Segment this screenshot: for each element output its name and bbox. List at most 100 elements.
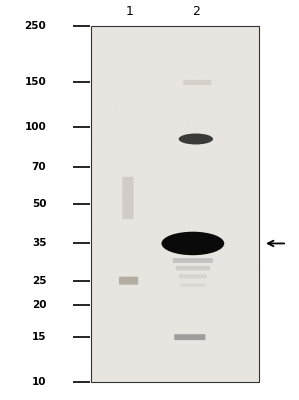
Bar bbox=[184, 135, 186, 136]
Bar bbox=[210, 100, 212, 101]
Bar bbox=[146, 45, 147, 46]
Bar bbox=[139, 82, 141, 83]
Bar bbox=[133, 122, 135, 123]
Bar bbox=[245, 77, 247, 78]
Bar bbox=[229, 343, 231, 344]
Bar bbox=[96, 158, 98, 159]
Bar bbox=[225, 228, 227, 229]
Bar bbox=[110, 354, 112, 355]
Bar bbox=[132, 96, 134, 97]
Bar bbox=[113, 30, 115, 31]
Bar bbox=[156, 360, 158, 361]
Bar bbox=[180, 148, 182, 149]
Bar bbox=[136, 143, 138, 144]
Bar bbox=[183, 299, 185, 300]
Bar bbox=[135, 43, 137, 44]
Bar bbox=[168, 191, 170, 192]
FancyBboxPatch shape bbox=[119, 277, 138, 285]
Bar bbox=[122, 243, 124, 244]
Bar bbox=[140, 213, 141, 214]
Bar bbox=[241, 161, 242, 162]
Ellipse shape bbox=[179, 134, 213, 144]
Bar bbox=[129, 252, 131, 253]
Bar bbox=[248, 285, 250, 286]
Bar bbox=[245, 272, 247, 273]
Bar bbox=[173, 211, 174, 212]
Bar bbox=[94, 141, 96, 142]
Bar bbox=[99, 199, 100, 200]
Bar bbox=[227, 331, 229, 332]
Bar bbox=[100, 176, 102, 177]
Bar bbox=[212, 50, 214, 51]
Bar bbox=[256, 360, 257, 361]
Text: 100: 100 bbox=[25, 122, 46, 132]
Bar bbox=[97, 201, 98, 202]
Bar bbox=[253, 272, 255, 273]
FancyBboxPatch shape bbox=[176, 266, 210, 270]
Bar bbox=[182, 310, 184, 311]
Bar bbox=[171, 250, 173, 251]
Bar bbox=[132, 326, 134, 327]
Bar bbox=[132, 65, 134, 66]
Bar bbox=[245, 108, 247, 109]
Bar bbox=[154, 166, 156, 167]
Bar bbox=[202, 288, 204, 289]
Bar bbox=[141, 108, 143, 109]
Bar bbox=[96, 143, 97, 144]
Bar bbox=[204, 110, 205, 111]
Bar bbox=[101, 321, 103, 322]
Bar bbox=[248, 297, 249, 298]
Bar bbox=[242, 233, 243, 234]
Bar bbox=[220, 237, 222, 238]
Bar bbox=[91, 26, 259, 382]
Bar bbox=[232, 377, 234, 378]
Bar bbox=[230, 299, 231, 300]
Bar bbox=[251, 282, 253, 283]
Bar bbox=[187, 57, 189, 58]
Bar bbox=[204, 161, 206, 162]
Bar bbox=[150, 219, 152, 220]
Bar bbox=[139, 221, 141, 222]
Bar bbox=[122, 111, 124, 112]
Bar bbox=[144, 199, 146, 200]
Bar bbox=[108, 186, 109, 187]
Bar bbox=[118, 259, 119, 260]
Bar bbox=[163, 156, 165, 157]
Bar bbox=[190, 258, 192, 259]
Bar bbox=[121, 365, 123, 366]
Bar bbox=[100, 142, 102, 143]
Bar bbox=[141, 334, 142, 335]
Bar bbox=[200, 285, 202, 286]
Bar bbox=[228, 71, 230, 72]
Bar bbox=[151, 40, 152, 41]
Bar bbox=[104, 375, 106, 376]
Bar bbox=[117, 287, 119, 288]
Bar bbox=[208, 150, 209, 151]
Bar bbox=[253, 240, 255, 241]
Bar bbox=[106, 315, 108, 316]
Bar bbox=[152, 355, 154, 356]
Bar bbox=[203, 352, 205, 353]
Bar bbox=[175, 128, 177, 129]
Bar bbox=[228, 175, 230, 176]
Bar bbox=[227, 338, 228, 339]
Bar bbox=[219, 307, 220, 308]
Bar bbox=[241, 308, 243, 309]
Bar bbox=[118, 132, 120, 133]
Bar bbox=[211, 306, 213, 307]
FancyBboxPatch shape bbox=[174, 334, 205, 340]
Bar bbox=[194, 86, 196, 87]
Bar bbox=[155, 345, 156, 346]
Bar bbox=[155, 260, 157, 261]
Bar bbox=[224, 46, 225, 47]
Bar bbox=[202, 258, 204, 259]
Bar bbox=[175, 352, 177, 353]
Bar bbox=[109, 56, 111, 57]
Bar bbox=[200, 248, 202, 249]
Bar bbox=[253, 327, 254, 328]
Bar bbox=[200, 192, 202, 193]
Bar bbox=[97, 360, 99, 361]
Bar bbox=[146, 104, 148, 105]
Bar bbox=[231, 333, 232, 334]
Bar bbox=[167, 88, 169, 89]
